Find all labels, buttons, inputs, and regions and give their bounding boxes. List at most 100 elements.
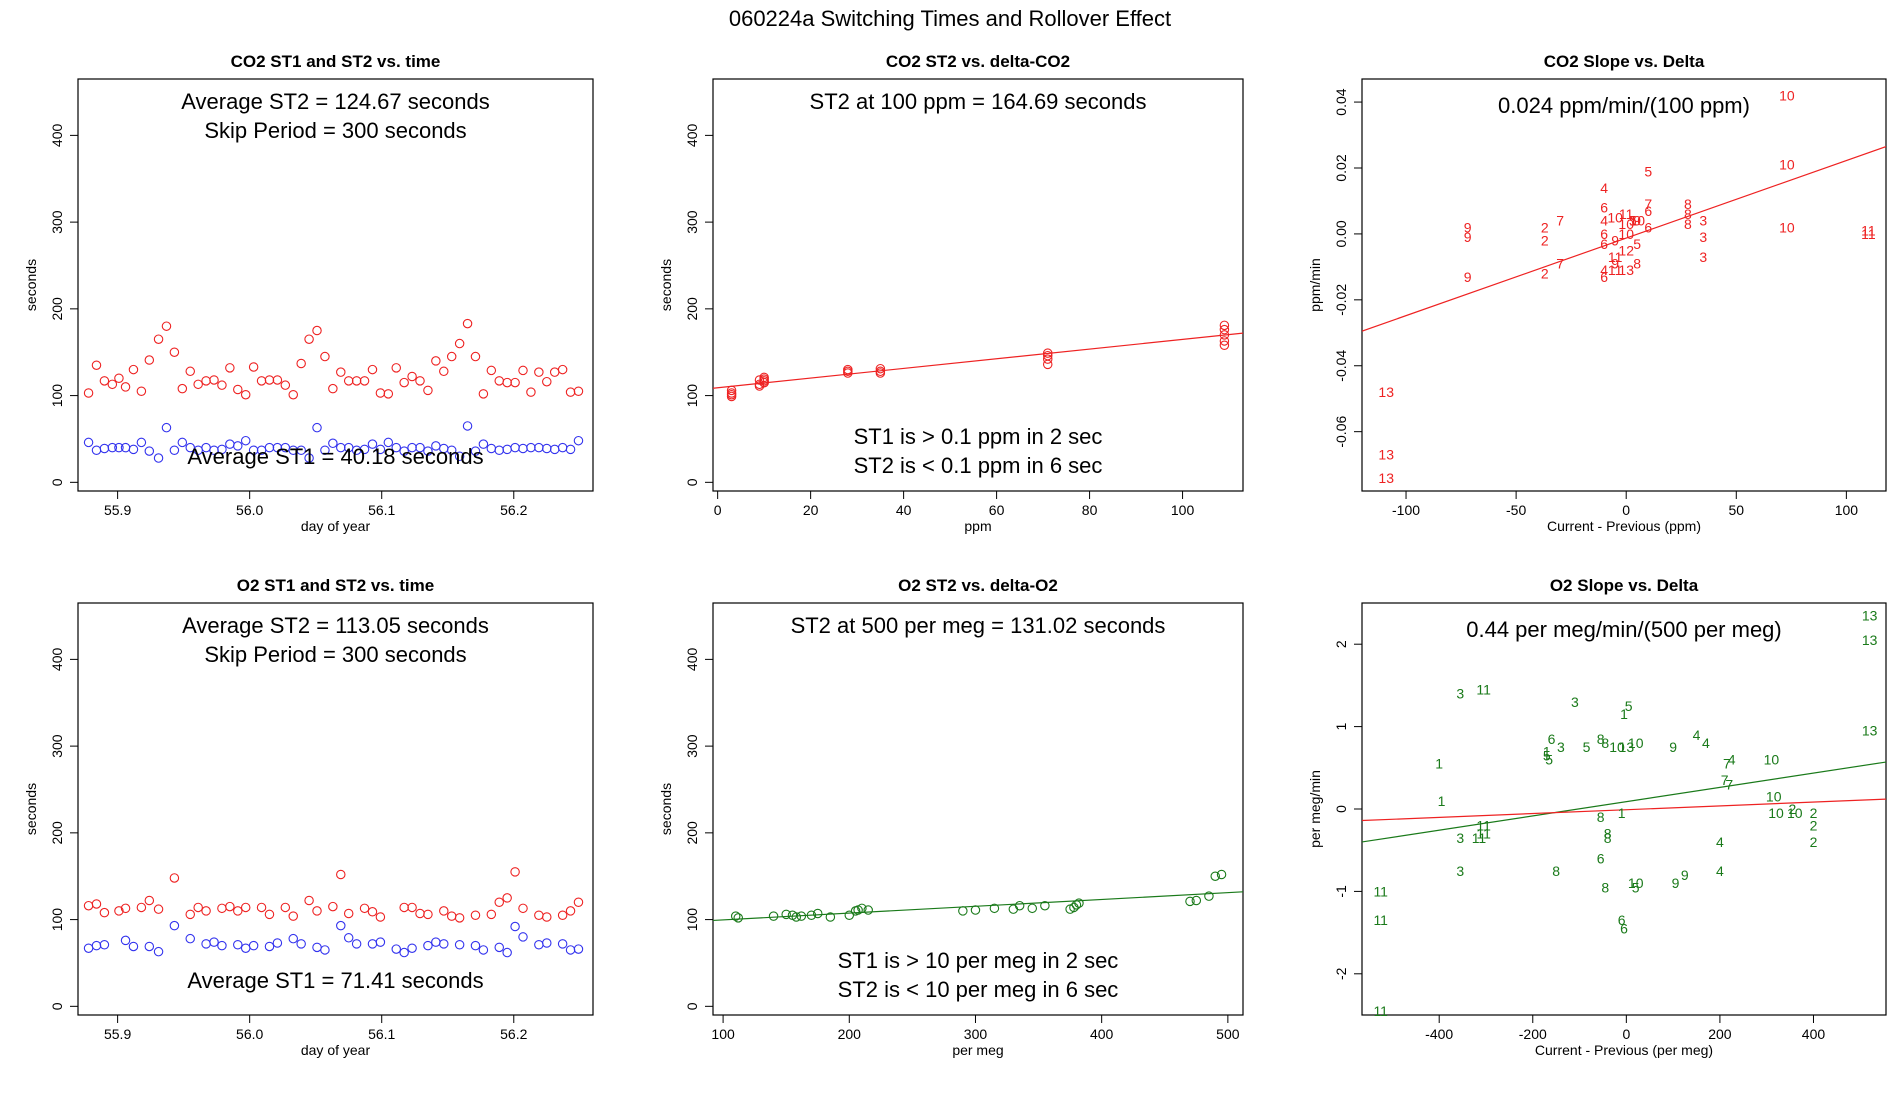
data-point (510, 921, 520, 932)
data-point (470, 910, 481, 921)
data-point (264, 941, 275, 952)
point-label: 11 (1476, 817, 1491, 833)
data-point (989, 903, 1000, 914)
data-point (136, 902, 147, 913)
data-point (431, 356, 441, 366)
data-point (99, 443, 110, 454)
data-point (970, 905, 981, 915)
data-point (1040, 900, 1050, 911)
point-label: 5 (1633, 236, 1641, 252)
point-label: 10 (1779, 87, 1795, 103)
data-point (233, 384, 243, 395)
data-point (169, 445, 180, 455)
data-point (169, 920, 180, 931)
data-point (518, 443, 528, 454)
data-point (328, 901, 338, 912)
annotation: Average ST2 = 113.05 seconds (182, 613, 489, 638)
data-point (120, 935, 131, 946)
data-point (217, 903, 227, 914)
data-point (185, 933, 195, 944)
x-tick-label: 40 (896, 502, 912, 518)
data-point (328, 383, 338, 394)
data-point (169, 873, 180, 883)
data-point (565, 906, 576, 916)
data-point (518, 903, 528, 914)
data-point (343, 376, 354, 386)
data-point (209, 937, 219, 947)
panel-title: CO2 ST2 vs. delta-CO2 (886, 52, 1070, 71)
data-point (312, 906, 322, 916)
data-point (312, 325, 322, 336)
data-point (153, 904, 164, 914)
point-label: 9 (1464, 229, 1472, 245)
data-point (209, 375, 219, 385)
data-point (169, 347, 180, 357)
data-point (470, 446, 481, 456)
data-point (107, 442, 118, 453)
data-point (454, 338, 465, 349)
data-point (256, 902, 267, 913)
point-label: 6 (1597, 850, 1605, 866)
data-point (573, 386, 584, 397)
data-point (328, 438, 338, 449)
point-label: 9 (1464, 269, 1472, 285)
data-point (486, 909, 497, 920)
data-point (375, 937, 386, 947)
data-point (573, 897, 584, 907)
x-axis-label: ppm (964, 518, 991, 534)
point-label: 4 (1716, 863, 1724, 879)
point-label: 2 (1810, 834, 1818, 850)
data-point (454, 451, 465, 462)
point-label: 10 (1618, 216, 1634, 232)
y-tick-label: 300 (49, 734, 65, 758)
data-point (343, 933, 354, 943)
y-tick-label: 1 (1333, 722, 1349, 730)
data-point (534, 910, 544, 921)
data-point (336, 367, 346, 377)
data-point (114, 906, 124, 916)
data-point (486, 443, 497, 454)
point-label: 10 (1779, 157, 1795, 173)
annotation: Average ST2 = 124.67 seconds (181, 89, 489, 114)
point-label: 3 (1456, 686, 1464, 702)
data-point (470, 940, 481, 951)
data-point (726, 385, 737, 396)
data-point (391, 944, 401, 954)
data-point (534, 367, 544, 377)
data-point (161, 321, 172, 331)
data-point (407, 902, 417, 913)
data-point (1219, 324, 1230, 335)
point-label: 5 (1629, 213, 1637, 229)
data-point (446, 911, 457, 921)
data-point (264, 375, 275, 385)
data-point (791, 912, 802, 922)
data-point (542, 938, 552, 948)
data-point (806, 910, 817, 921)
data-point (518, 932, 528, 942)
data-point (423, 446, 433, 456)
data-point (557, 364, 568, 375)
data-point (478, 439, 489, 449)
y-tick-label: 0.00 (1333, 220, 1349, 247)
data-point (304, 895, 314, 906)
panel-title: CO2 ST1 and ST2 vs. time (231, 52, 441, 71)
x-tick-label: -50 (1506, 502, 1526, 518)
data-point (844, 910, 855, 921)
point-label: 3 (1456, 830, 1464, 846)
point-label: 6 (1644, 219, 1652, 235)
data-point (399, 446, 409, 456)
y-tick-label: 400 (684, 647, 700, 671)
data-point (565, 387, 576, 397)
data-point (201, 376, 211, 386)
point-label: 8 (1597, 731, 1605, 747)
y-tick-label: 0 (1333, 805, 1349, 813)
data-point (351, 939, 362, 949)
point-label: 8 (1684, 206, 1692, 222)
point-label: 7 (1725, 776, 1733, 792)
y-tick-label: 100 (684, 384, 700, 408)
data-point (759, 372, 769, 383)
point-label: 13 (1619, 739, 1635, 755)
point-label: 10 (1766, 789, 1782, 805)
data-point (557, 939, 568, 949)
x-tick-label: 200 (1708, 1026, 1732, 1042)
